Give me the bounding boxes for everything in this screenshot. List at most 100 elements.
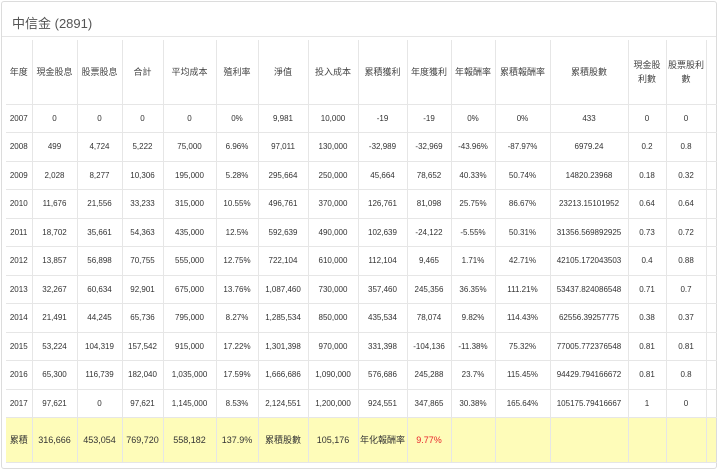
column-header[interactable]: 投入成本 [308, 40, 359, 105]
column-header[interactable]: 殖利率 [216, 40, 259, 105]
table-cell: 1,666,686 [258, 360, 309, 390]
table-cell: 75.32% [495, 332, 551, 361]
table-cell: 795,000 [163, 303, 217, 333]
table-cell: 2,028 [32, 161, 78, 190]
table-row: 2012 13,857 56,898 70,755 555,000 12.75% 722,1… [6, 246, 716, 276]
column-header[interactable]: 合計 [122, 40, 164, 105]
table-cell: 1,200,000 [308, 389, 359, 418]
table-row: 2007 0 0 0 0 0% 9,981 10,000 -19 -19 0% 0% 433 0 0 [6, 104, 716, 133]
table-cell: 0.4 [628, 246, 667, 276]
table-cell: 97,621 [32, 389, 78, 418]
table-cell: -5.55% [451, 218, 496, 247]
table-cell: 0 [666, 104, 707, 133]
table-cell: 9,465 [407, 246, 452, 276]
table-cell: 2015 [6, 332, 33, 361]
table-cell: 2011 [6, 218, 33, 247]
column-header[interactable]: 淨值 [258, 40, 309, 105]
table-cell: 0.8 [666, 360, 707, 390]
table-cell: 2008 [6, 132, 33, 162]
table-cell: 0 [77, 104, 123, 133]
table-cell: 722,104 [258, 246, 309, 276]
row-spacer [706, 104, 716, 133]
table-cell: 0.18 [628, 161, 667, 190]
table-cell: 10,306 [122, 161, 164, 190]
table-cell: 5.28% [216, 161, 259, 190]
table-cell: 610,000 [308, 246, 359, 276]
header-spacer [706, 40, 716, 105]
column-header[interactable]: 年報酬率 [451, 40, 496, 105]
column-header[interactable]: 累積股數 [550, 40, 629, 105]
column-header[interactable]: 股票股息 [77, 40, 123, 105]
total-yield: 137.9% [216, 417, 259, 463]
table-cell: 31356.569892925 [550, 218, 629, 247]
column-header[interactable]: 累積報酬率 [495, 40, 551, 105]
total-annualized-label: 年化報酬率 [358, 417, 408, 463]
table-cell: 2007 [6, 104, 33, 133]
table-cell: 12.5% [216, 218, 259, 247]
table-cell: 50.31% [495, 218, 551, 247]
table-row: 2016 65,300 116,739 182,040 1,035,000 17.59% 1… [6, 360, 716, 390]
table-cell: 924,551 [358, 389, 408, 418]
table-cell: 81,098 [407, 189, 452, 219]
table-cell: 11,676 [32, 189, 78, 219]
table-cell: 21,556 [77, 189, 123, 219]
table-cell: 295,664 [258, 161, 309, 190]
table-cell: 245,288 [407, 360, 452, 390]
table-cell: 0% [216, 104, 259, 133]
table-cell: 97,621 [122, 389, 164, 418]
table-cell: 2013 [6, 275, 33, 304]
title-divider [2, 36, 716, 37]
row-spacer [706, 275, 716, 304]
column-header[interactable]: 平均成本 [163, 40, 217, 105]
totals-row: 累積 316,666 453,054 769,720 558,182 137.9… [6, 417, 716, 463]
total-sum: 769,720 [122, 417, 164, 463]
column-header[interactable]: 股票股利數 [666, 40, 707, 105]
table-cell: 182,040 [122, 360, 164, 390]
table-cell: 78,652 [407, 161, 452, 190]
table-cell: 102,639 [358, 218, 408, 247]
table-cell: 13,857 [32, 246, 78, 276]
table-cell: 62556.39257775 [550, 303, 629, 333]
row-spacer [706, 218, 716, 247]
table-cell: 730,000 [308, 275, 359, 304]
table-cell: 0.8 [666, 132, 707, 162]
table-cell: 115.45% [495, 360, 551, 390]
table-cell: 8,277 [77, 161, 123, 190]
table-cell: 21,491 [32, 303, 78, 333]
table-cell: 675,000 [163, 275, 217, 304]
table-cell: 5,222 [122, 132, 164, 162]
table-cell: 496,761 [258, 189, 309, 219]
table-cell: 105175.79416667 [550, 389, 629, 418]
total-stock: 453,054 [77, 417, 123, 463]
table-cell: 157,542 [122, 332, 164, 361]
column-header[interactable]: 累積獲利 [358, 40, 408, 105]
table-cell: 0.37 [666, 303, 707, 333]
table-cell: 94429.794166672 [550, 360, 629, 390]
table-cell: -32,989 [358, 132, 408, 162]
table-cell: 30.38% [451, 389, 496, 418]
row-spacer [706, 360, 716, 390]
table-cell: 1,090,000 [308, 360, 359, 390]
column-header[interactable]: 年度 [6, 40, 33, 105]
column-header[interactable]: 現金股利數 [628, 40, 667, 105]
table-cell: 78,074 [407, 303, 452, 333]
panel-title: 中信金 (2891) [12, 16, 93, 31]
table-cell: 576,686 [358, 360, 408, 390]
dividend-table: 年度 現金股息 股票股息 合計 平均成本 殖利率 淨值 投入成本 累積獲利 年度獲利 年報酬率 累積報… [6, 40, 717, 463]
table-cell: 1.71% [451, 246, 496, 276]
table-cell: 10.55% [216, 189, 259, 219]
table-cell: 970,000 [308, 332, 359, 361]
table-cell: 370,000 [308, 189, 359, 219]
column-header[interactable]: 年度獲利 [407, 40, 452, 105]
table-cell: 18,702 [32, 218, 78, 247]
table-cell: 592,639 [258, 218, 309, 247]
table-cell: 0 [32, 104, 78, 133]
table-cell: 245,356 [407, 275, 452, 304]
table-cell: 112,104 [358, 246, 408, 276]
row-spacer [706, 389, 716, 418]
table-cell: 0 [163, 104, 217, 133]
column-header[interactable]: 現金股息 [32, 40, 78, 105]
header-row: 年度 現金股息 股票股息 合計 平均成本 殖利率 淨值 投入成本 累積獲利 年度獲利 年報酬率 累積報… [6, 40, 716, 105]
table-cell: 0.7 [666, 275, 707, 304]
